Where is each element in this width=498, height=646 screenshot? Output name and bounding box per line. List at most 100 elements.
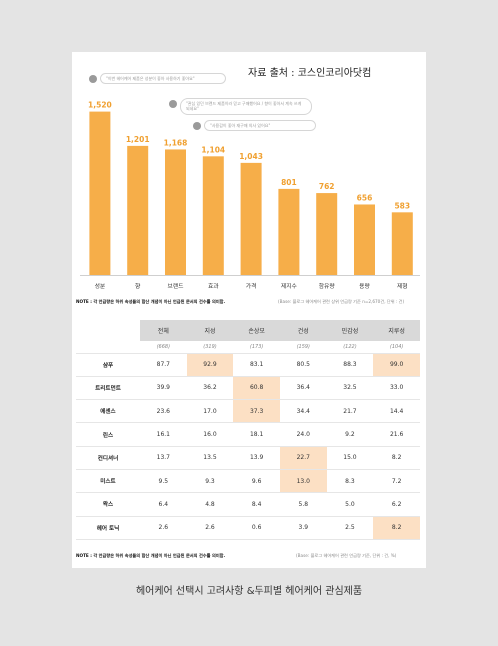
table-cell: 0.6	[233, 516, 280, 540]
bar-value-label: 1,104	[201, 145, 225, 154]
table-cell: 13.7	[140, 446, 187, 470]
figure-caption: 헤어케어 선택시 고려사항 &두피별 헤어케어 관심제품	[135, 586, 363, 597]
row-label: 미스트	[76, 469, 140, 494]
table-cell: 7.2	[373, 469, 420, 494]
table-cell: 34.4	[279, 399, 327, 424]
table-cell: 3.9	[279, 516, 327, 540]
bar-value-label: 1,201	[126, 135, 150, 144]
col-header-total: 전체	[140, 320, 187, 341]
table-cell: 15.0	[326, 446, 374, 470]
table-cell: 16.1	[140, 422, 187, 447]
category-label: 향	[135, 282, 141, 290]
table-cell: 13.9	[233, 446, 280, 470]
col-header-seborrheic: 지루성	[373, 320, 420, 341]
table-row: 컨디셔너 13.7 13.5 13.9 22.7 15.0 8.2	[76, 446, 420, 470]
bar-value-label: 656	[357, 193, 373, 202]
table-cell: 22.7	[279, 446, 327, 470]
table-cell: 4.8	[186, 492, 234, 517]
table-cell: 8.4	[233, 492, 280, 517]
table-header-row: 전체 지성 손상모 건성 민감성 지루성	[76, 320, 420, 341]
sample-size: (159)	[279, 341, 327, 354]
table-cell: 13.0	[279, 469, 327, 494]
bar-value-label: 1,168	[164, 138, 188, 147]
sample-size: (104)	[373, 341, 420, 354]
chart-base-note: (Base: 블로그 헤어케어 관련 상위 언급량 기준 n=2,670건, 단…	[278, 299, 405, 304]
bar-5	[240, 162, 262, 275]
row-label: 샴푸	[76, 353, 140, 377]
user-avatar-icon	[169, 100, 177, 108]
table-cell: 9.3	[186, 469, 234, 494]
table-cell: 8.2	[373, 446, 420, 470]
scalp-type-table: 전체 지성 손상모 건성 민감성 지루성 (668) (319) (173) (…	[76, 320, 420, 540]
bar-2	[127, 145, 149, 275]
table-cell: 16.0	[186, 422, 234, 447]
table-cell: 5.0	[326, 492, 374, 517]
bar-1	[89, 111, 111, 275]
table-cell: 21.7	[326, 399, 374, 424]
row-label: 헤어 토닉	[76, 516, 140, 540]
source-title: 자료 출처 : 코스인코리아닷컴	[248, 68, 372, 79]
bar-3	[165, 149, 186, 275]
col-header-damaged: 손상모	[233, 320, 280, 341]
col-header-oily: 지성	[186, 320, 234, 341]
table-cell: 2.5	[326, 516, 374, 540]
table-cell: 37.3	[233, 399, 280, 424]
table-note-text: NOTE : 각 언급량은 하위 속성들의 합산 개념이 아닌 언급된 문서의 …	[76, 553, 226, 558]
user-avatar-icon	[193, 122, 201, 130]
sample-size: (173)	[233, 341, 280, 354]
consideration-bar-chart: 1,520 성분 1,201 향 1,168 브랜드 1,104 효과 1,043 가격 801 제지…	[88, 101, 413, 290]
table-cell: 13.5	[186, 446, 234, 470]
bar-value-label: 1,043	[239, 152, 263, 161]
user-avatar-icon	[89, 75, 97, 83]
bar-value-label: 583	[394, 201, 410, 210]
table-row: 헤어 토닉 2.6 2.6 0.6 3.9 2.5 8.2	[76, 516, 420, 540]
table-row: 에센스 23.6 17.0 37.3 34.4 21.7 14.4	[76, 399, 420, 424]
table-cell: 5.8	[279, 492, 327, 517]
review-quote-1: "이번 헤어케어 제품은 성분이 좋아 사용하기 좋아요"	[89, 73, 226, 85]
table-cell: 36.4	[279, 376, 327, 401]
table-cell: 6.4	[140, 492, 187, 517]
bar-6	[278, 188, 300, 275]
bar-value-label: 1,520	[88, 101, 112, 110]
review-quote-3: "사용감이 좋아 재구매 의사 있어요"	[193, 120, 316, 132]
review-quote-2: "관심 있던 브랜드 제품이라 믿고 구매했어요 / 향이 좋아서 계속 쓰게 …	[169, 98, 312, 115]
bar-4	[202, 156, 224, 275]
category-label: 함유량	[319, 282, 336, 290]
row-label: 에센스	[76, 399, 140, 424]
bar-value-label: 801	[281, 178, 297, 187]
table-cell: 9.2	[326, 422, 374, 447]
table-cell: 92.9	[186, 353, 234, 377]
table-cell: 39.9	[140, 376, 187, 401]
sample-size-row: (668) (319) (173) (159) (122) (104)	[76, 341, 420, 354]
bar-8	[354, 204, 375, 275]
category-label: 제형	[397, 282, 408, 290]
sample-size: (319)	[186, 341, 234, 354]
x-axis-line	[80, 275, 420, 276]
table-cell: 24.0	[279, 422, 327, 447]
table-cell: 33.0	[373, 376, 420, 401]
table-cell: 21.6	[373, 422, 420, 447]
table-cell: 88.3	[326, 353, 374, 377]
header-blank	[76, 320, 140, 341]
table-cell: 23.6	[140, 399, 187, 424]
sample-size: (668)	[140, 341, 187, 354]
table-cell: 83.1	[233, 353, 280, 377]
quote-text: "이번 헤어케어 제품은 성분이 좋아 사용하기 좋아요"	[100, 73, 226, 85]
bar-value-label: 762	[319, 182, 335, 191]
row-label: 컨디셔너	[76, 446, 140, 470]
table-row: 미스트 9.5 9.3 9.6 13.0 8.3 7.2	[76, 469, 420, 494]
quote-text: "사용감이 좋아 재구매 의사 있어요"	[204, 120, 316, 132]
table-base-note: (Base: 블로그 헤어케어 관련 언급량 기준, 단위 : 건, %)	[296, 553, 397, 558]
table-note: NOTE : 각 언급량은 하위 속성들의 합산 개념이 아닌 언급된 문서의 …	[76, 553, 225, 559]
table-cell: 8.2	[373, 516, 420, 540]
table-row: 트리트먼트 39.9 36.2 60.8 36.4 32.5 33.0	[76, 376, 420, 401]
category-label: 성분	[95, 282, 106, 290]
table-cell: 32.5	[326, 376, 374, 401]
table-cell: 60.8	[233, 376, 280, 401]
category-label: 용량	[359, 283, 370, 290]
chart-note: NOTE : 각 언급량은 하위 속성들의 합산 개념이 아닌 언급된 문서의 …	[76, 299, 225, 305]
table-cell: 9.5	[140, 469, 187, 494]
table-cell: 2.6	[140, 516, 187, 540]
col-header-dry: 건성	[279, 320, 327, 341]
col-header-sensitive: 민감성	[326, 320, 374, 341]
